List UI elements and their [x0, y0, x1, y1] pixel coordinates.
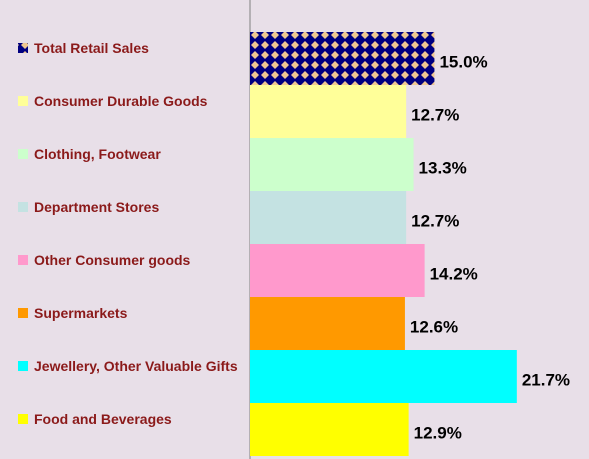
value-label: 14.2%: [430, 264, 478, 283]
category-label: Department Stores: [34, 199, 160, 215]
category-label: Clothing, Footwear: [34, 146, 161, 162]
value-label: 13.3%: [419, 158, 467, 177]
category-label: Consumer Durable Goods: [34, 93, 208, 109]
bar: [250, 32, 435, 85]
legend-marker: [18, 308, 28, 318]
value-label: 15.0%: [439, 52, 487, 71]
category-label: Total Retail Sales: [34, 40, 149, 56]
legend-marker: [18, 149, 28, 159]
bar: [250, 138, 414, 191]
legend-marker: [18, 414, 28, 424]
category-label: Jewellery, Other Valuable Gifts: [34, 358, 238, 374]
category-label: Food and Beverages: [34, 411, 172, 427]
bar: [250, 85, 407, 138]
value-label: 12.6%: [410, 317, 458, 336]
value-label: 12.9%: [414, 423, 462, 442]
legend-marker: [18, 96, 28, 106]
legend-marker: [18, 255, 28, 265]
legend-marker: [18, 361, 28, 371]
category-label: Other Consumer goods: [34, 252, 191, 268]
category-label: Supermarkets: [34, 305, 128, 321]
value-label: 12.7%: [411, 211, 459, 230]
value-label: 12.7%: [411, 105, 459, 124]
legend-marker: [18, 202, 28, 212]
bar: [250, 403, 409, 456]
bar: [250, 297, 405, 350]
bar: [250, 191, 407, 244]
value-label: 21.7%: [522, 370, 570, 389]
bar: [250, 350, 517, 403]
bar: [250, 244, 425, 297]
legend-marker: [18, 43, 28, 53]
